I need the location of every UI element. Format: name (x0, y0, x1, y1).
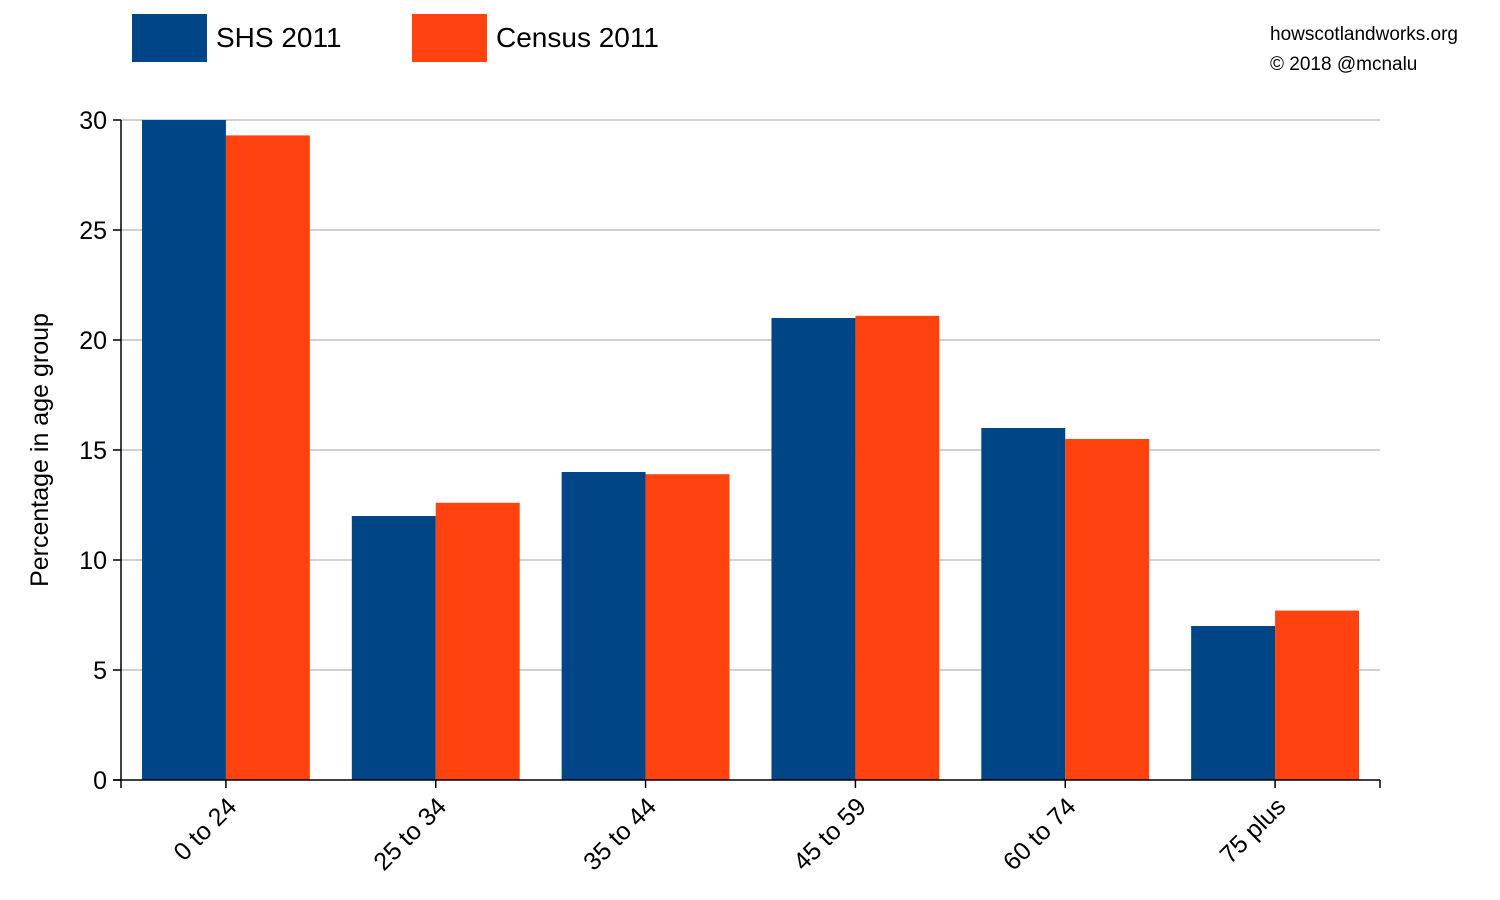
gridlines (121, 119, 1380, 671)
credit-site: howscotlandworks.org (1270, 24, 1458, 45)
x-tick-label: 45 to 59 (788, 792, 872, 876)
bar-shs-2011 (1191, 626, 1276, 780)
bar-shs-2011 (351, 516, 436, 780)
bar-shs-2011 (561, 472, 646, 780)
x-axis-ticks: 0 to 24 25 to 34 35 to 44 45 to 59 60 to 74 7… (168, 780, 1291, 876)
credit-copyright: © 2018 @mcnalu (1270, 54, 1417, 75)
bars (141, 120, 1360, 780)
bar-shs-2011 (771, 318, 856, 780)
y-tick-label: 20 (79, 327, 107, 355)
bar-shs-2011 (141, 120, 226, 780)
legend-label: Census 2011 (496, 22, 659, 53)
bar-census-2011 (645, 474, 730, 780)
legend: SHS 2011 Census 2011 (132, 14, 659, 62)
x-tick-label: 60 to 74 (998, 792, 1082, 876)
x-tick-label: 25 to 34 (368, 792, 452, 876)
y-tick-label: 5 (93, 657, 107, 685)
legend-label: SHS 2011 (216, 22, 342, 53)
bar-census-2011 (855, 315, 940, 780)
credits: howscotlandworks.org © 2018 @mcnalu (1270, 24, 1458, 75)
x-tick-label: 35 to 44 (578, 792, 662, 876)
y-tick-label: 25 (79, 217, 107, 245)
legend-swatch (412, 14, 487, 62)
bar-shs-2011 (981, 428, 1066, 780)
bar-census-2011 (1065, 439, 1150, 780)
x-tick-label: 75 plus (1215, 792, 1292, 869)
y-tick-label: 15 (79, 437, 107, 465)
bar-census-2011 (225, 135, 310, 780)
bar-census-2011 (1275, 610, 1360, 780)
legend-swatch (132, 14, 207, 62)
y-axis-title: Percentage in age group (26, 313, 54, 587)
y-tick-label: 0 (93, 767, 107, 795)
y-tick-label: 10 (79, 547, 107, 575)
x-tick-label: 0 to 24 (168, 792, 242, 866)
y-tick-label: 30 (79, 107, 107, 135)
axes (113, 120, 1381, 788)
bar-census-2011 (435, 502, 520, 780)
y-axis-ticks: 0 5 10 15 20 25 30 (79, 107, 121, 795)
